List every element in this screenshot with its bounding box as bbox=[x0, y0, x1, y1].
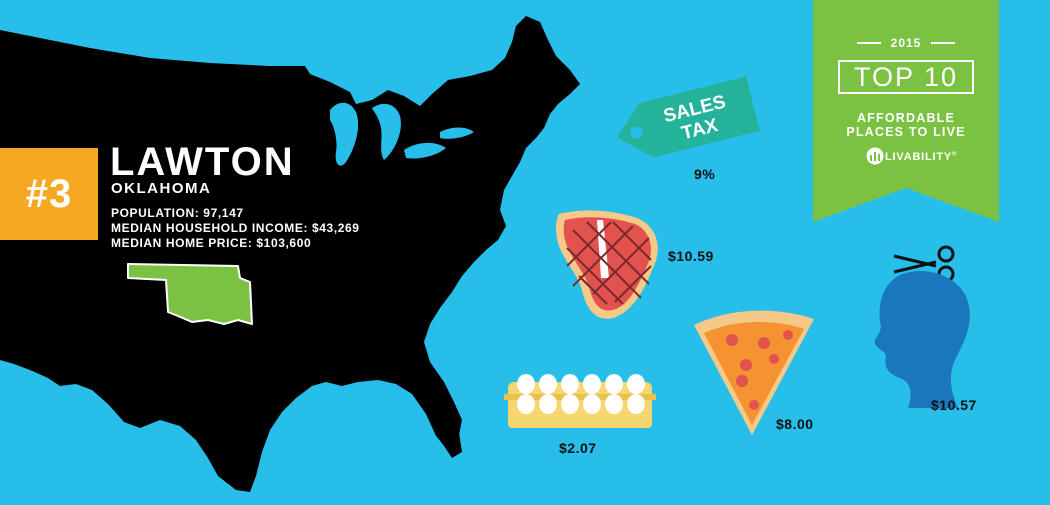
steak-price: $10.59 bbox=[668, 248, 714, 264]
haircut-price: $10.57 bbox=[931, 397, 977, 413]
population-stat: POPULATION: 97,147 bbox=[111, 206, 244, 220]
award-banner bbox=[813, 0, 999, 222]
award-brand: LIVABILITY® bbox=[885, 151, 957, 163]
award-year: 2015 bbox=[890, 36, 922, 50]
sales-tax-value: 9% bbox=[694, 166, 716, 182]
award-line-1: AFFORDABLE bbox=[856, 111, 956, 125]
rank-number: #3 bbox=[25, 171, 73, 216]
us-map-icon bbox=[0, 16, 580, 492]
oklahoma-state-icon bbox=[127, 263, 253, 325]
city-name: LAWTON bbox=[110, 140, 295, 184]
livability-logo-icon bbox=[866, 147, 884, 165]
median-income-stat: MEDIAN HOUSEHOLD INCOME: $43,269 bbox=[111, 221, 360, 235]
award-line-2: PLACES TO LIVE bbox=[846, 125, 966, 139]
award-brand-name: LIVABILITY bbox=[885, 151, 953, 163]
rank-badge: #3 bbox=[0, 148, 98, 240]
price-tag-icon: SALES TAX bbox=[617, 76, 760, 158]
pizza-price: $8.00 bbox=[776, 416, 814, 432]
steak-icon bbox=[556, 210, 658, 319]
state-name: OKLAHOMA bbox=[111, 180, 212, 197]
pizza-slice-icon bbox=[694, 310, 814, 435]
award-headline: TOP 10 bbox=[838, 60, 974, 94]
median-home-price-stat: MEDIAN HOME PRICE: $103,600 bbox=[111, 236, 312, 250]
eggs-price: $2.07 bbox=[559, 440, 597, 456]
award-brand-mark: ® bbox=[952, 151, 958, 158]
head-silhouette-icon bbox=[874, 271, 970, 408]
egg-carton-icon bbox=[504, 374, 656, 428]
